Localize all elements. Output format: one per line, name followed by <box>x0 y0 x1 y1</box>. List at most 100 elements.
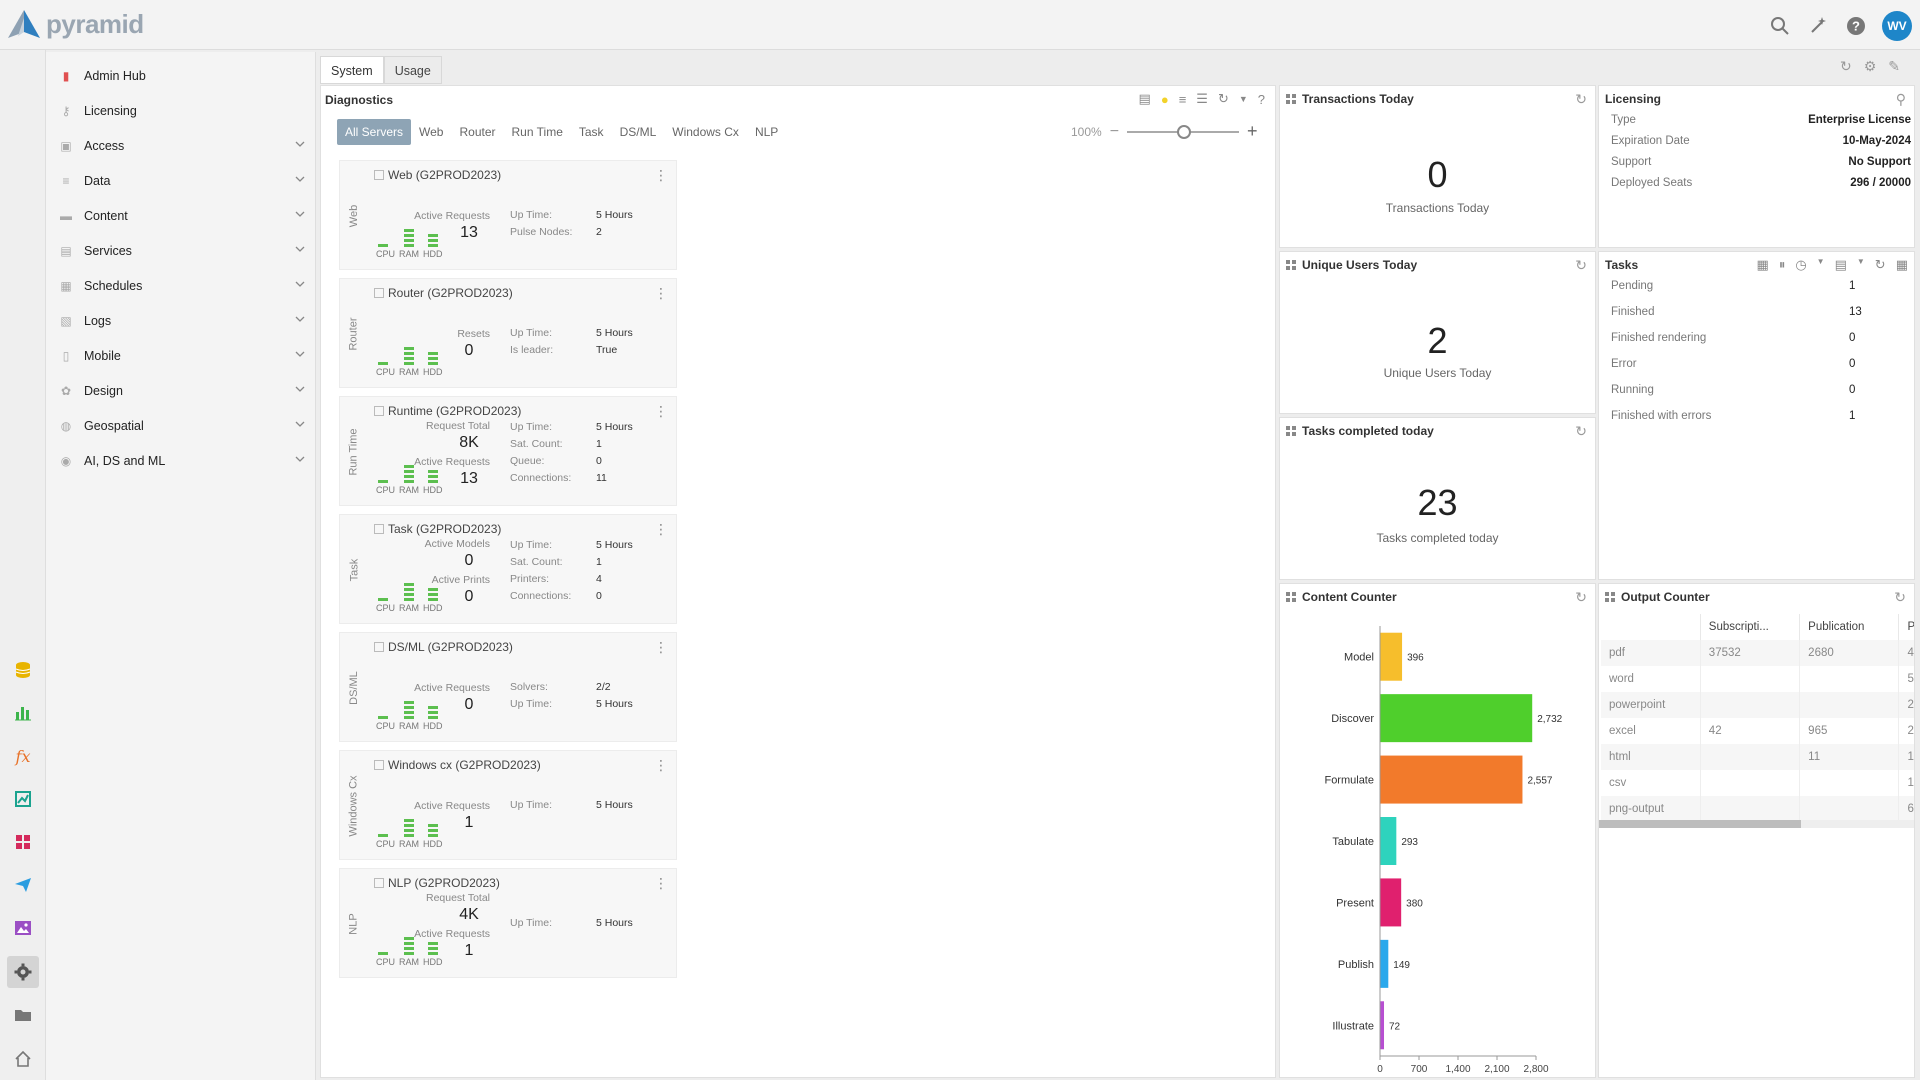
help-icon[interactable]: ? <box>1844 14 1868 38</box>
zoom-slider[interactable] <box>1127 124 1240 139</box>
chevron-down-icon[interactable] <box>294 243 308 257</box>
filter-task[interactable]: Task <box>578 125 604 139</box>
help-icon[interactable]: ? <box>1257 91 1265 107</box>
zoom-slider-handle[interactable] <box>1177 124 1192 139</box>
formula-icon[interactable]: fx <box>15 746 31 766</box>
database-icon[interactable]: ≡ <box>1178 91 1187 107</box>
more-vertical-icon[interactable]: ⋮ <box>654 167 668 183</box>
logo[interactable]: pyramid <box>6 8 144 40</box>
filter-windows-cx[interactable]: Windows Cx <box>672 125 739 139</box>
image-icon[interactable] <box>7 912 39 944</box>
sidebar-item-design[interactable]: ✿ Design <box>58 379 308 403</box>
hdd-bar <box>428 233 438 247</box>
checkbox[interactable] <box>374 760 384 770</box>
edit-icon[interactable]: ✎ <box>1888 58 1900 74</box>
refresh-icon[interactable]: ↻ <box>1575 257 1587 273</box>
resource-gauges: CPU RAM HDD <box>376 211 446 263</box>
filter-run-time[interactable]: Run Time <box>511 125 563 139</box>
column-header[interactable]: Subscripti... <box>1699 614 1800 640</box>
more-vertical-icon[interactable]: ⋮ <box>654 639 668 655</box>
chevron-down-icon[interactable] <box>294 313 308 327</box>
checkbox[interactable] <box>374 878 384 888</box>
magic-wand-icon[interactable] <box>1806 14 1830 38</box>
pause-icon[interactable]: ⏸ <box>1778 257 1786 272</box>
sidebar-item-access[interactable]: ▣ Access <box>58 134 308 158</box>
list-icon[interactable]: ☰ <box>1196 91 1208 106</box>
checkbox[interactable] <box>374 170 384 180</box>
sidebar-item-licensing[interactable]: ⚷ Licensing <box>58 99 308 123</box>
checkbox[interactable] <box>374 288 384 298</box>
filter-web[interactable]: Web <box>419 125 444 139</box>
scrollbar-thumb[interactable] <box>1599 820 1801 828</box>
sidebar-item-logs[interactable]: ▧ Logs <box>58 309 308 333</box>
column-header[interactable]: Pr <box>1898 614 1914 640</box>
send-icon[interactable] <box>7 869 39 901</box>
sidebar-item-data[interactable]: ≡ Data <box>58 169 308 193</box>
database-icon[interactable] <box>7 654 39 686</box>
tab-usage[interactable]: Usage <box>383 56 442 84</box>
sidebar-item-schedules[interactable]: ▦ Schedules <box>58 274 308 298</box>
report-icon[interactable]: ▤ <box>1138 91 1151 106</box>
table-icon[interactable]: ▤ <box>1834 257 1847 272</box>
chevron-down-icon[interactable]: ▼ <box>1856 257 1865 266</box>
more-vertical-icon[interactable]: ⋮ <box>654 521 668 537</box>
refresh-icon[interactable]: ↻ <box>1874 257 1886 272</box>
avatar[interactable]: WV <box>1882 11 1912 41</box>
settings-icon[interactable]: ⚙ <box>1863 58 1877 74</box>
folder-icon[interactable] <box>7 999 39 1031</box>
filter-all-servers[interactable]: All Servers <box>337 119 412 145</box>
home-icon[interactable] <box>7 1043 39 1075</box>
checkbox[interactable] <box>374 524 384 534</box>
more-vertical-icon[interactable]: ⋮ <box>654 403 668 419</box>
bar-chart-icon[interactable] <box>7 697 39 729</box>
more-vertical-icon[interactable]: ⋮ <box>654 757 668 773</box>
chevron-down-icon[interactable]: ▼ <box>1238 94 1248 104</box>
chevron-down-icon[interactable]: ▼ <box>1816 257 1825 266</box>
more-vertical-icon[interactable]: ⋮ <box>654 875 668 891</box>
panel-title: Unique Users Today <box>1302 258 1418 272</box>
zoom-in-icon[interactable]: + <box>1247 121 1258 141</box>
filter-nlp[interactable]: NLP <box>754 125 779 139</box>
widget-icon <box>1286 592 1296 602</box>
refresh-icon[interactable]: ↻ <box>1894 589 1906 605</box>
checkbox[interactable] <box>374 642 384 652</box>
refresh-icon[interactable]: ↻ <box>1575 423 1587 439</box>
chevron-down-icon[interactable] <box>294 208 308 222</box>
sidebar-item-mobile[interactable]: ▯ Mobile <box>58 344 308 368</box>
chevron-down-icon[interactable] <box>294 173 308 187</box>
grid-icon[interactable] <box>7 826 39 858</box>
column-header[interactable]: Publication <box>1799 614 1899 640</box>
more-vertical-icon[interactable]: ⋮ <box>654 285 668 301</box>
sidebar-item-content[interactable]: ▬ Content <box>58 204 308 228</box>
sidebar-item-admin-hub[interactable]: ▮ Admin Hub <box>58 64 308 88</box>
zoom-out-icon[interactable]: − <box>1109 122 1120 140</box>
refresh-icon[interactable]: ↻ <box>1575 589 1587 605</box>
metric-value: 1 <box>464 942 474 959</box>
illustrate-icon[interactable] <box>7 783 39 815</box>
calendar-icon[interactable]: ▦ <box>1756 257 1769 272</box>
chevron-down-icon[interactable] <box>294 383 308 397</box>
tab-system[interactable]: System <box>320 56 384 84</box>
metric-value: 0 <box>464 588 474 605</box>
column-header[interactable] <box>1601 614 1700 640</box>
undo-icon[interactable]: ↻ <box>1839 58 1852 74</box>
gear-icon[interactable] <box>7 956 39 988</box>
search-icon[interactable] <box>1768 14 1792 38</box>
chevron-down-icon[interactable] <box>294 348 308 362</box>
refresh-icon[interactable]: ↻ <box>1217 91 1229 106</box>
sidebar-item-geospatial[interactable]: ◍ Geospatial <box>58 414 308 438</box>
chevron-down-icon[interactable] <box>294 138 308 152</box>
filter-router[interactable]: Router <box>459 125 496 139</box>
chevron-down-icon[interactable] <box>294 453 308 467</box>
chevron-down-icon[interactable] <box>294 418 308 432</box>
horizontal-scrollbar[interactable] <box>1599 820 1914 828</box>
refresh-icon[interactable]: ↻ <box>1575 91 1587 107</box>
sidebar-item-services[interactable]: ▤ Services <box>58 239 308 263</box>
pin-icon[interactable]: ⚲ <box>1895 91 1906 107</box>
filter-ds-ml[interactable]: DS/ML <box>619 125 657 139</box>
clock-icon[interactable]: ◷ <box>1795 257 1807 272</box>
chevron-down-icon[interactable] <box>294 278 308 292</box>
grid-view-icon[interactable]: ▦ <box>1895 257 1908 272</box>
checkbox[interactable] <box>374 406 384 416</box>
sidebar-item-ai-ds-and-ml[interactable]: ◉ AI, DS and ML <box>58 449 308 473</box>
